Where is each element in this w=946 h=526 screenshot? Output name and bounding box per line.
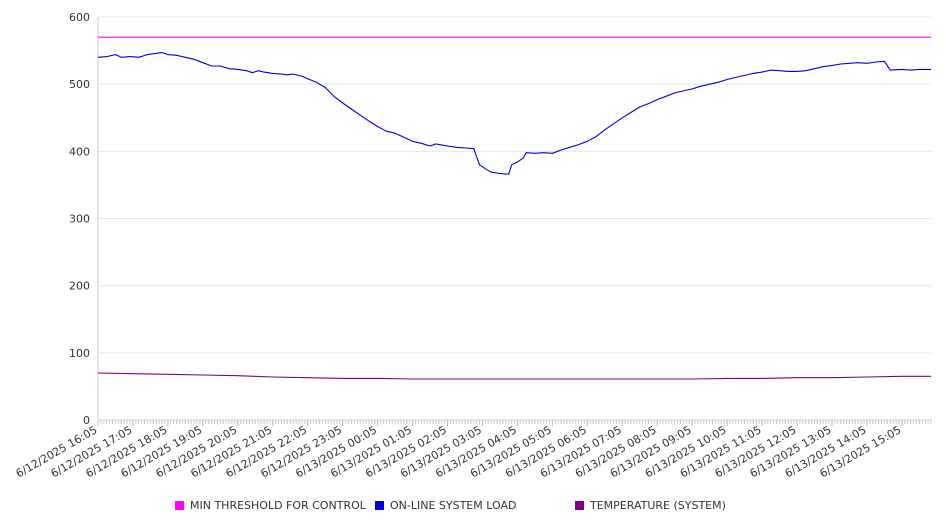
y-tick-label: 500	[69, 78, 90, 91]
legend-item-0[interactable]: MIN THRESHOLD FOR CONTROL	[175, 499, 367, 512]
series-line-2	[97, 372, 931, 380]
legend-label: TEMPERATURE (SYSTEM)	[589, 499, 726, 512]
y-tick-label: 100	[69, 347, 90, 360]
series-lines	[97, 36, 931, 380]
y-tick-label: 200	[69, 280, 90, 293]
y-axis-ticks: 0 100 200 300 400 500 600	[69, 11, 90, 427]
legend-item-2[interactable]: TEMPERATURE (SYSTEM)	[575, 499, 726, 512]
y-tick-label: 300	[69, 213, 90, 226]
series-line-1	[97, 52, 931, 175]
legend-label: MIN THRESHOLD FOR CONTROL	[190, 499, 367, 512]
legend-item-1[interactable]: ON-LINE SYSTEM LOAD	[375, 499, 516, 512]
legend-swatch	[375, 501, 384, 510]
x-axis-ticks: 6/12/2025 16:056/12/2025 17:056/12/2025 …	[14, 420, 932, 480]
y-tick-label: 0	[83, 414, 90, 427]
y-tick-label: 600	[69, 11, 90, 24]
grid-lines	[98, 16, 931, 354]
legend-swatch	[175, 501, 184, 510]
y-tick-label: 400	[69, 145, 90, 158]
legend-swatch	[575, 501, 584, 510]
legend[interactable]: MIN THRESHOLD FOR CONTROL ON-LINE SYSTEM …	[175, 499, 726, 512]
legend-label: ON-LINE SYSTEM LOAD	[390, 499, 516, 512]
